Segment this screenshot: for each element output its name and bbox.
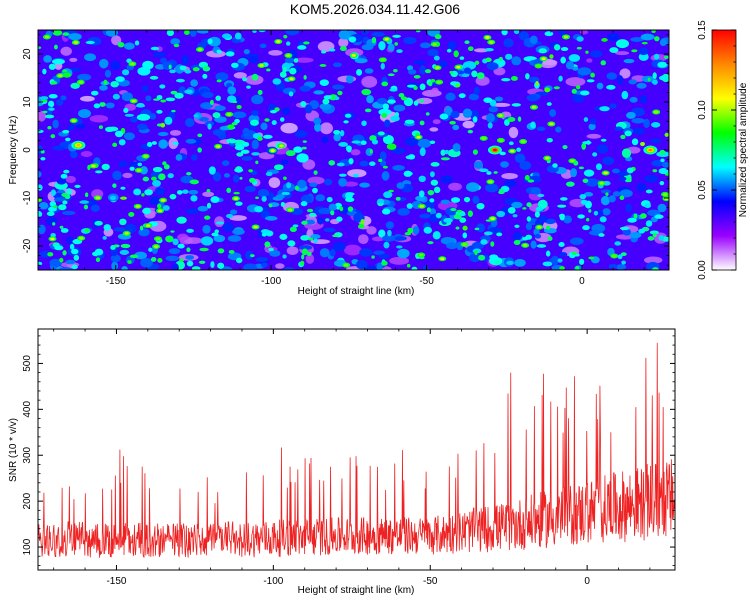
heatmap-x-axis: -150 -100 -50 0 <box>53 30 645 287</box>
figure-title: KOM5.2026.034.11.42.G06 <box>289 1 461 17</box>
colorbar-tick-label: 0.00 <box>697 260 708 280</box>
heatmap-y-axis: -20 -10 0 10 20 <box>22 34 669 266</box>
colorbar-label: Normalized spectral amplitude <box>738 82 749 217</box>
heatmap-peak <box>487 145 502 155</box>
heatmap-y-tick-label: 0 <box>22 147 33 153</box>
snr-x-tick-label: -50 <box>423 576 438 587</box>
snr-y-label: SNR (10 * v/v) <box>8 418 19 482</box>
snr-panel: -150 -100 -50 0 100 200 300 400 500 Height of s… <box>8 328 676 596</box>
heatmap-peak <box>643 145 658 155</box>
colorbar-ticks: 0.00 0.05 0.10 0.15 <box>697 20 736 280</box>
heatmap-plot-area <box>38 30 669 270</box>
heatmap-x-tick-label: -150 <box>106 276 126 287</box>
snr-x-tick-label: -100 <box>263 576 283 587</box>
heatmap-y-tick-label: -20 <box>22 238 33 253</box>
heatmap-y-tick-label: 10 <box>22 96 33 108</box>
heatmap-x-tick-label: -50 <box>419 276 434 287</box>
heatmap-y-tick-label: 20 <box>22 48 33 60</box>
snr-y-tick-label: 300 <box>22 446 33 463</box>
colorbar-tick-label: 0.10 <box>697 100 708 120</box>
snr-y-tick-label: 500 <box>22 355 33 372</box>
colorbar: 0.00 0.05 0.10 0.15 Normalized spectral amp… <box>697 20 749 280</box>
snr-y-tick-label: 400 <box>22 401 33 418</box>
colorbar-tick-label: 0.05 <box>697 180 708 200</box>
snr-y-tick-label: 100 <box>22 538 33 555</box>
colorbar-gradient <box>711 29 737 271</box>
colorbar-tick-label: 0.15 <box>697 20 708 40</box>
heatmap-x-tick-label: -100 <box>261 276 281 287</box>
heatmap-y-tick-label: -10 <box>22 190 33 205</box>
snr-x-label: Height of straight line (km) <box>298 585 415 596</box>
snr-y-tick-label: 200 <box>22 492 33 509</box>
snr-y-axis: 100 200 300 400 500 <box>22 335 675 566</box>
heatmap-y-label: Frequency (Hz) <box>8 116 19 185</box>
heatmap-peak <box>71 140 86 150</box>
snr-x-tick-label: -150 <box>106 576 126 587</box>
snr-frame <box>37 328 676 571</box>
heatmap-x-label: Height of straight line (km) <box>298 286 415 297</box>
snr-series-line <box>38 342 675 558</box>
snr-x-tick-label: 0 <box>584 576 590 587</box>
heatmap-x-tick-label: 0 <box>579 276 585 287</box>
snr-x-axis: -150 -100 -50 0 <box>53 329 651 587</box>
